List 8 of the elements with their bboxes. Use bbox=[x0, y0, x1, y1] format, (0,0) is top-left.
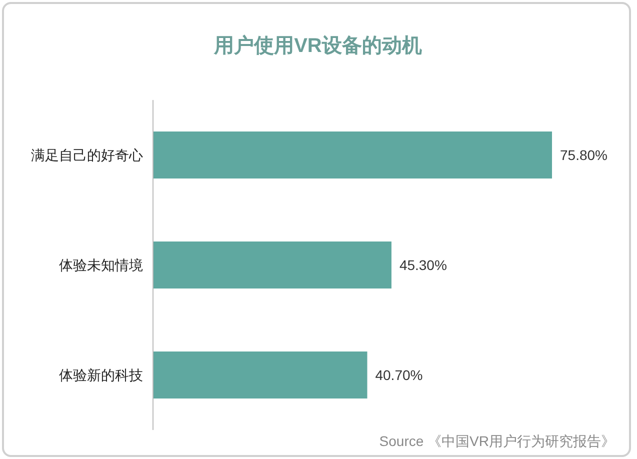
data-label: 45.30% bbox=[399, 257, 447, 273]
data-label: 40.70% bbox=[375, 367, 423, 383]
data-label: 75.80% bbox=[560, 147, 608, 163]
y-tick-label: 体验未知情境 bbox=[59, 257, 143, 273]
source-note: Source 《中国VR用户行为研究报告》 bbox=[379, 433, 615, 449]
y-tick-label: 体验新的科技 bbox=[59, 367, 143, 383]
chart-title: 用户使用VR设备的动机 bbox=[213, 34, 422, 57]
y-tick-label: 满足自己的好奇心 bbox=[31, 147, 143, 163]
